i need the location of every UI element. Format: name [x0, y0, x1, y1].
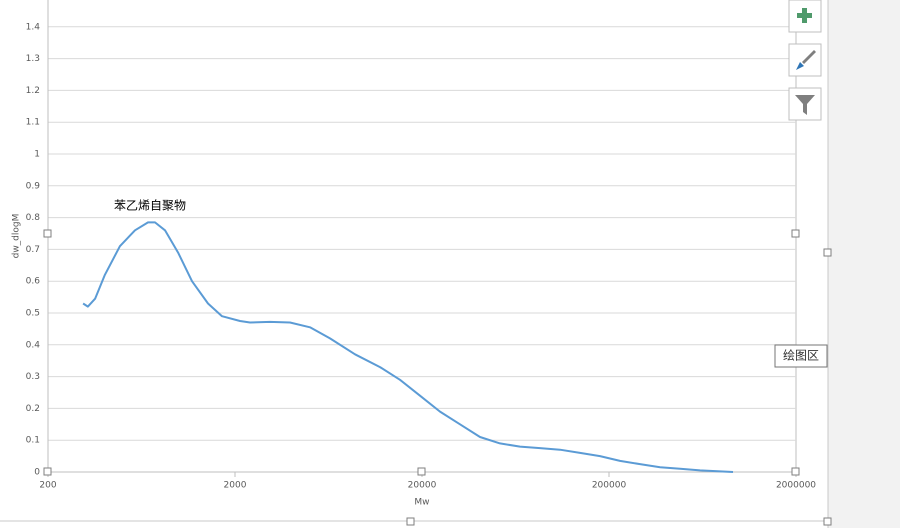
- selection-handle[interactable]: [791, 229, 800, 238]
- y-axis-title: dw_dlogM: [12, 214, 22, 259]
- y-tick-label: 0.3: [26, 372, 40, 382]
- y-tick-label: 0.7: [26, 245, 40, 255]
- selection-handle[interactable]: [791, 467, 800, 476]
- y-tick-label: 0.9: [26, 181, 41, 191]
- x-tick-label: 20000: [408, 481, 437, 491]
- y-tick-label: 1.3: [26, 54, 40, 64]
- selection-handle[interactable]: [823, 517, 832, 526]
- data-line: [82, 221, 734, 473]
- selection-handle[interactable]: [43, 229, 52, 238]
- y-tick-label: 0.1: [26, 436, 40, 446]
- x-tick-label: 2000: [224, 481, 247, 491]
- tooltip-text: 绘图区: [783, 348, 819, 363]
- selection-handle[interactable]: [417, 467, 426, 476]
- y-tick-label: 1: [34, 150, 40, 160]
- chart-styles-button[interactable]: [788, 43, 822, 77]
- chart-elements-button[interactable]: [788, 0, 822, 33]
- tooltip: 绘图区: [774, 344, 828, 368]
- chart-filters-button[interactable]: [788, 87, 822, 121]
- x-tick-label: 200000: [592, 481, 627, 491]
- y-tick-label: 0.2: [26, 404, 40, 414]
- y-tick-label: 1.4: [26, 22, 41, 32]
- y-tick-label: 1.2: [26, 86, 40, 96]
- y-tick-label: 0.6: [26, 277, 41, 287]
- selection-handle[interactable]: [406, 517, 415, 526]
- y-tick-label: 0.4: [26, 340, 41, 350]
- y-tick-label: 0.8: [26, 213, 41, 223]
- x-tick-label: 2000000: [776, 481, 816, 491]
- selection-handle[interactable]: [823, 248, 832, 257]
- y-tick-label: 0: [34, 468, 40, 478]
- x-tick-label: 200: [39, 481, 56, 491]
- selection-handle[interactable]: [43, 467, 52, 476]
- y-tick-label: 1.1: [26, 118, 40, 128]
- side-panel: [828, 0, 900, 528]
- annotation: 苯乙烯自聚物: [114, 199, 186, 213]
- x-axis-title: Mw: [414, 498, 429, 508]
- y-tick-label: 0.5: [26, 309, 40, 319]
